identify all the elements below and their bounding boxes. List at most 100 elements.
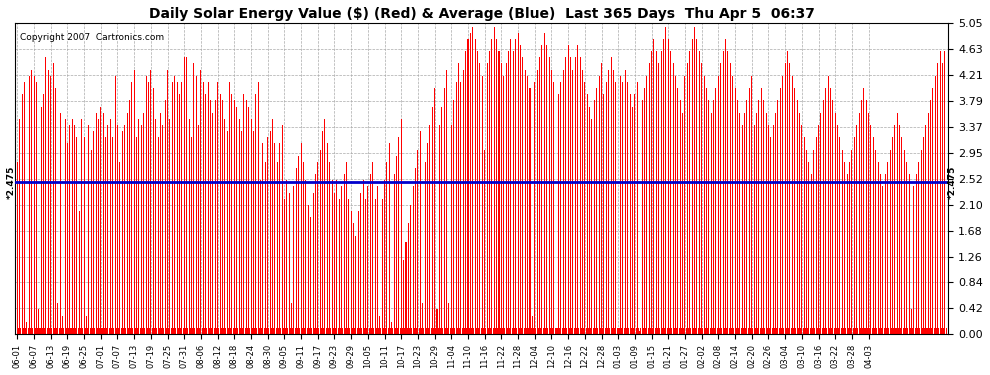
- Bar: [396, 156, 397, 334]
- Bar: [485, 328, 486, 334]
- Bar: [821, 112, 822, 334]
- Bar: [747, 328, 748, 334]
- Bar: [728, 51, 729, 334]
- Bar: [409, 328, 410, 334]
- Bar: [17, 162, 18, 334]
- Bar: [569, 328, 570, 334]
- Bar: [862, 328, 863, 334]
- Bar: [929, 328, 930, 334]
- Bar: [493, 328, 494, 334]
- Bar: [264, 162, 266, 334]
- Bar: [427, 143, 428, 334]
- Bar: [319, 328, 320, 334]
- Bar: [885, 174, 886, 334]
- Bar: [902, 137, 903, 334]
- Bar: [407, 328, 408, 334]
- Bar: [280, 328, 281, 334]
- Bar: [853, 137, 854, 334]
- Bar: [763, 100, 764, 334]
- Bar: [873, 137, 874, 334]
- Bar: [803, 328, 804, 334]
- Bar: [421, 328, 422, 334]
- Bar: [164, 100, 165, 334]
- Bar: [459, 328, 460, 334]
- Bar: [134, 70, 135, 334]
- Bar: [497, 328, 498, 334]
- Bar: [371, 328, 372, 334]
- Bar: [80, 328, 81, 334]
- Bar: [249, 328, 250, 334]
- Bar: [402, 328, 403, 334]
- Bar: [822, 328, 823, 334]
- Bar: [62, 316, 63, 334]
- Bar: [605, 328, 606, 334]
- Bar: [696, 39, 697, 334]
- Bar: [934, 328, 935, 334]
- Bar: [331, 328, 332, 334]
- Bar: [785, 63, 786, 334]
- Bar: [339, 199, 340, 334]
- Bar: [25, 328, 26, 334]
- Bar: [161, 328, 162, 334]
- Bar: [806, 150, 807, 334]
- Bar: [912, 328, 913, 334]
- Bar: [309, 328, 310, 334]
- Bar: [185, 328, 186, 334]
- Bar: [415, 168, 416, 334]
- Bar: [198, 125, 199, 334]
- Bar: [881, 328, 882, 334]
- Bar: [559, 328, 560, 334]
- Bar: [461, 328, 462, 334]
- Bar: [389, 143, 390, 334]
- Bar: [368, 328, 369, 334]
- Bar: [413, 186, 414, 334]
- Bar: [95, 112, 97, 334]
- Bar: [554, 328, 555, 334]
- Bar: [394, 174, 395, 334]
- Bar: [830, 88, 831, 334]
- Bar: [325, 119, 326, 334]
- Bar: [237, 106, 238, 334]
- Bar: [328, 328, 329, 334]
- Bar: [863, 88, 864, 334]
- Bar: [180, 328, 181, 334]
- Bar: [730, 63, 731, 334]
- Bar: [444, 88, 445, 334]
- Bar: [303, 162, 304, 334]
- Bar: [268, 328, 269, 334]
- Bar: [502, 328, 503, 334]
- Bar: [564, 328, 565, 334]
- Bar: [489, 51, 490, 334]
- Bar: [483, 328, 484, 334]
- Bar: [378, 328, 379, 334]
- Bar: [585, 328, 586, 334]
- Bar: [35, 328, 36, 334]
- Bar: [663, 39, 664, 334]
- Bar: [52, 63, 53, 334]
- Bar: [470, 33, 471, 334]
- Bar: [671, 328, 672, 334]
- Bar: [662, 328, 663, 334]
- Bar: [797, 100, 798, 334]
- Bar: [123, 328, 124, 334]
- Bar: [683, 328, 684, 334]
- Bar: [144, 112, 145, 334]
- Bar: [524, 328, 525, 334]
- Bar: [840, 137, 841, 334]
- Bar: [363, 328, 364, 334]
- Bar: [883, 328, 885, 334]
- Bar: [655, 51, 657, 334]
- Bar: [128, 328, 129, 334]
- Bar: [852, 328, 853, 334]
- Bar: [205, 94, 206, 334]
- Bar: [890, 150, 891, 334]
- Bar: [430, 125, 431, 334]
- Bar: [654, 328, 655, 334]
- Bar: [63, 328, 64, 334]
- Bar: [734, 328, 735, 334]
- Bar: [154, 328, 155, 334]
- Bar: [117, 125, 118, 334]
- Bar: [645, 328, 646, 334]
- Bar: [588, 328, 589, 334]
- Bar: [634, 328, 635, 334]
